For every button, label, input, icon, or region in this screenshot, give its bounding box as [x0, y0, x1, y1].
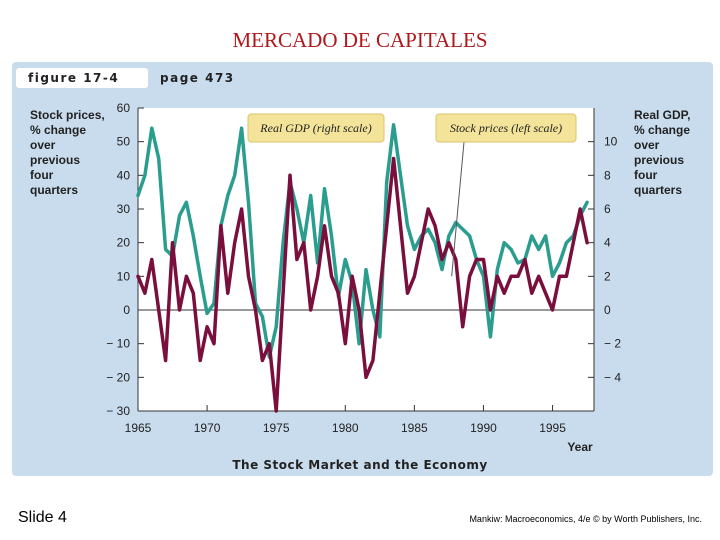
page-reference: page 473 [160, 71, 235, 85]
right-tick-label: − 4 [604, 370, 621, 384]
right-axis-title: Real GDP, % change over previous four qu… [634, 108, 691, 197]
left-tick-label: 40 [117, 168, 131, 182]
credit-line: Mankiw: Macroeconomics, 4/e © by Worth P… [469, 514, 702, 524]
annotation-box [247, 113, 385, 143]
right-tick-label: 0 [604, 303, 611, 317]
x-tick-label: 1995 [539, 421, 566, 435]
annotation-label: Real GDP (right scale) [259, 121, 371, 135]
left-tick-label: 10 [117, 269, 131, 283]
series-line-gdp [136, 156, 589, 413]
x-axis-label: Year [567, 440, 593, 454]
figure-label: figure 17-4 [16, 68, 148, 88]
figure-caption: The Stock Market and the Economy [232, 458, 488, 472]
x-tick-label: 1980 [332, 421, 359, 435]
x-tick-label: 1985 [401, 421, 428, 435]
left-tick-label: 30 [117, 202, 131, 216]
right-tick-label: 6 [604, 202, 611, 216]
annotation-layer: Real GDP (right scale) Stock prices (left… [247, 113, 577, 277]
right-tick-label: − 2 [604, 337, 621, 351]
left-tick-label: 50 [117, 135, 131, 149]
left-tick-label: 0 [123, 303, 130, 317]
annotation-label: Stock prices (left scale) [450, 121, 562, 135]
right-tick-label: 2 [604, 269, 611, 283]
annotation-box [435, 113, 577, 143]
right-tick-label: 10 [604, 135, 618, 149]
slide-number: Slide 4 [18, 509, 67, 526]
x-tick-label: 1990 [470, 421, 497, 435]
left-tick-label: 60 [117, 101, 131, 115]
series-layer [136, 123, 589, 413]
series-line-stocks [136, 123, 589, 359]
left-tick-label: − 10 [106, 337, 130, 351]
annotation-leader [451, 141, 465, 277]
left-axis-title: Stock prices, % change over previous fou… [30, 108, 105, 197]
left-axis: 60 50 40 30 20 10 0 − 10 − 20 − 30 [106, 101, 144, 418]
left-tick-label: − 30 [106, 404, 130, 418]
x-axis: 1965 1970 1975 1980 1985 1990 1995 [125, 405, 594, 435]
right-tick-label: 4 [604, 236, 611, 250]
left-tick-label: − 20 [106, 370, 130, 384]
slide-title: MERCADO DE CAPITALES [232, 28, 488, 52]
right-axis: 10 8 6 4 2 0 − 2 − 4 [588, 108, 621, 411]
left-tick-label: 20 [117, 236, 131, 250]
x-tick-label: 1975 [263, 421, 290, 435]
right-tick-label: 8 [604, 168, 611, 182]
x-tick-label: 1970 [194, 421, 221, 435]
x-tick-label: 1965 [125, 421, 152, 435]
